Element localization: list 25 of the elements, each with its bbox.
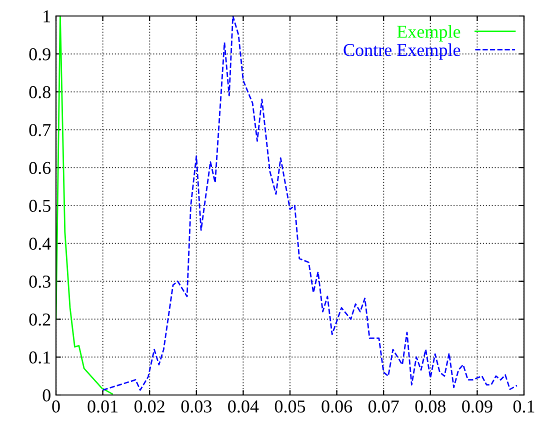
x-tick-label: 0.07 bbox=[368, 400, 399, 413]
x-tick-label: 0 bbox=[52, 400, 60, 413]
line-series bbox=[102, 16, 518, 391]
y-tick-label: 0.2 bbox=[29, 313, 50, 326]
y-tick-label: 0.4 bbox=[29, 238, 51, 250]
x-tick-label: 0.1 bbox=[513, 400, 534, 413]
x-tick-label: 0.03 bbox=[181, 400, 212, 413]
x-tick-label: 0.02 bbox=[134, 400, 164, 413]
y-tick-label: 0.6 bbox=[29, 162, 51, 174]
legend-label: Exemple bbox=[397, 25, 460, 42]
y-tick-label: 0.7 bbox=[29, 124, 51, 136]
x-tick-label: 0.01 bbox=[88, 400, 118, 413]
y-tick-label: 0 bbox=[42, 389, 50, 402]
legend-label: Contre Exemple bbox=[344, 43, 460, 60]
x-tick-label: 0.06 bbox=[322, 400, 352, 413]
x-tick-label: 0.08 bbox=[415, 400, 446, 413]
y-tick-label: 0.5 bbox=[29, 200, 50, 212]
y-tick-label: 0.8 bbox=[29, 86, 50, 98]
x-tick-label: 0.05 bbox=[274, 400, 306, 413]
y-tick-label: 0.1 bbox=[29, 351, 50, 364]
x-tick-label: 0.04 bbox=[228, 400, 259, 413]
x-tick-label: 0.09 bbox=[462, 400, 492, 413]
y-tick-label: 0.9 bbox=[29, 48, 50, 60]
y-tick-label: 1 bbox=[44, 10, 50, 22]
y-tick-label: 0.3 bbox=[29, 276, 50, 288]
